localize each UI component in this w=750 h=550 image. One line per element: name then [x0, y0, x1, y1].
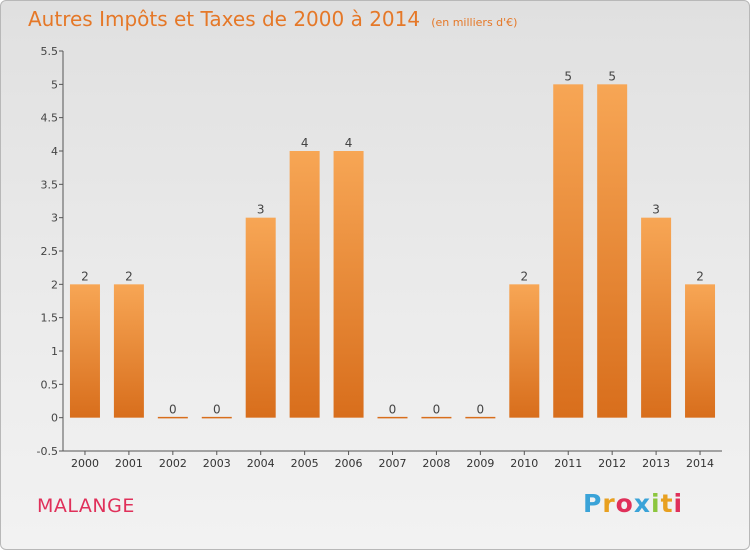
y-tick-label: 2: [51, 278, 58, 291]
x-tick-label: 2009: [466, 457, 494, 470]
proxiti-logo: Proxiti: [583, 489, 684, 518]
x-tick-label: 2008: [422, 457, 450, 470]
bar-value-label: 2: [125, 269, 133, 283]
y-tick-label: 3.5: [41, 178, 59, 191]
x-tick-label: 2012: [598, 457, 626, 470]
y-tick-label: 2.5: [41, 245, 59, 258]
x-tick-label: 2013: [642, 457, 670, 470]
x-tick-label: 2007: [379, 457, 407, 470]
y-tick-label: 5.5: [41, 45, 59, 58]
y-tick-label: 4: [51, 145, 58, 158]
x-tick-label: 2002: [159, 457, 187, 470]
bar-value-label: 0: [389, 403, 397, 417]
bar-value-label: 4: [345, 136, 353, 150]
y-tick-label: 0.5: [41, 378, 59, 391]
bar: [553, 84, 584, 418]
y-tick-label: 5: [51, 78, 58, 91]
x-tick-label: 2006: [335, 457, 363, 470]
bar-value-label: 4: [301, 136, 309, 150]
city-name: MALANGE: [37, 495, 135, 517]
y-tick-label: 4.5: [41, 112, 59, 125]
bar-value-label: 2: [696, 269, 704, 283]
bar-value-label: 2: [81, 269, 89, 283]
x-tick-label: 2014: [686, 457, 714, 470]
y-tick-label: 3: [51, 212, 58, 225]
x-tick-label: 2001: [115, 457, 143, 470]
x-tick-label: 2005: [291, 457, 319, 470]
bar: [113, 284, 144, 418]
bar-value-label: 3: [257, 203, 265, 217]
bar: [245, 217, 276, 418]
bar: [685, 284, 716, 418]
bar-value-label: 5: [564, 69, 572, 83]
title-block: Autres Impôts et Taxes de 2000 à 2014 (e…: [28, 7, 517, 31]
bar: [69, 284, 100, 418]
y-tick-label: 1.5: [41, 312, 59, 325]
bar-value-label: 3: [652, 203, 660, 217]
bar-value-label: 0: [169, 403, 177, 417]
bars: [69, 84, 716, 419]
x-tick-label: 2011: [554, 457, 582, 470]
bar: [641, 217, 672, 418]
x-tick-label: 2004: [247, 457, 275, 470]
bar-value-label: 0: [433, 403, 441, 417]
bar: [509, 284, 540, 418]
x-tick-label: 2003: [203, 457, 231, 470]
bar: [289, 151, 320, 418]
x-tick-label: 2010: [510, 457, 538, 470]
bar-value-label: 0: [477, 403, 485, 417]
bar-value-label: 0: [213, 403, 221, 417]
value-labels: 2 2 0 0 3 4 4 0 0 0 2 5 5 3 2: [81, 69, 704, 416]
chart-title: Autres Impôts et Taxes de 2000 à 2014: [28, 7, 421, 31]
y-tick-label: -0.5: [37, 445, 58, 458]
bar: [333, 151, 364, 418]
bar: [597, 84, 628, 418]
y-tick-label: 0: [51, 412, 58, 425]
bar-value-label: 5: [608, 69, 616, 83]
y-tick-label: 1: [51, 345, 58, 358]
bar-value-label: 2: [520, 269, 528, 283]
x-tick-label: 2000: [71, 457, 99, 470]
unit-note: (en milliers d'€): [431, 16, 518, 29]
